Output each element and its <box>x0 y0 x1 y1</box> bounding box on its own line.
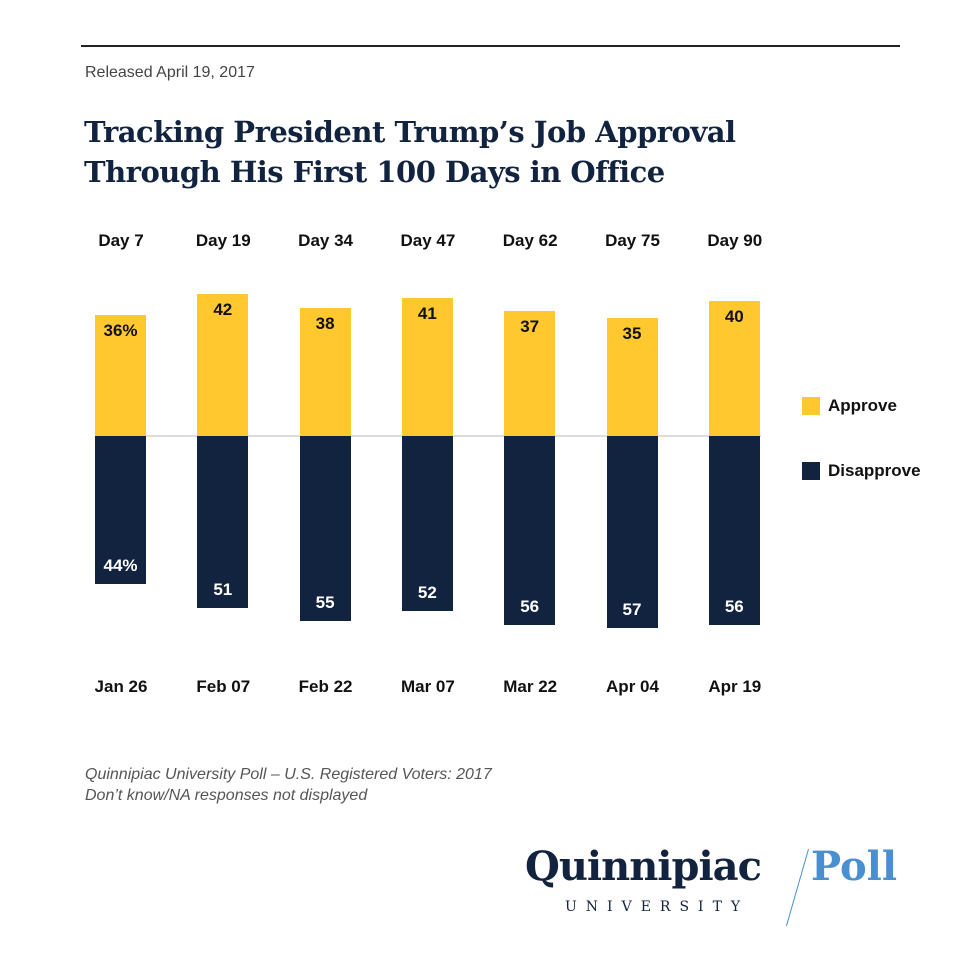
date-label: Feb 22 <box>298 677 353 696</box>
quinnipiac-poll-logo: Quinnipiac UNIVERSITY Poll <box>525 843 905 927</box>
logo-name: Quinnipiac <box>525 843 762 890</box>
disapprove-value-label: 55 <box>315 593 335 613</box>
release-date: Released April 19, 2017 <box>85 64 255 81</box>
disapprove-bar <box>299 436 351 622</box>
approve-bar <box>95 314 146 436</box>
legend-label: Approve <box>828 396 897 415</box>
disapprove-value-label: 44% <box>103 556 138 576</box>
disapprove-bar <box>95 436 146 585</box>
chart: Day 7 Jan 26 36% 44% Day 19 Feb 07 42 51 Day 34 F… <box>94 231 763 696</box>
disapprove-bar <box>401 436 453 612</box>
disapprove-bar <box>197 436 249 608</box>
disapprove-value-label: 52 <box>417 583 437 603</box>
footnote-source: Quinnipiac University Poll – U.S. Regist… <box>85 766 492 783</box>
date-label: Mar 22 <box>503 677 558 696</box>
disapprove-value-label: 57 <box>622 600 642 620</box>
date-label: Feb 07 <box>196 677 251 696</box>
date-label: Apr 19 <box>708 677 762 696</box>
logo-sub: UNIVERSITY <box>565 899 750 915</box>
approve-value-label: 41 <box>417 303 437 323</box>
day-label: Day 62 <box>502 231 558 250</box>
legend-swatch-disapprove <box>802 462 820 480</box>
disapprove-bar <box>504 436 556 625</box>
disapprove-value-label: 56 <box>724 596 744 616</box>
approve-value-label: 36% <box>103 320 138 340</box>
disapprove-bar <box>708 436 760 625</box>
day-label: Day 19 <box>195 231 251 250</box>
approve-value-label: 35 <box>622 324 642 344</box>
legend-approve: Approve <box>802 396 897 416</box>
day-label: Day 47 <box>400 231 456 250</box>
logo-slash <box>785 849 809 927</box>
approve-value-label: 37 <box>520 317 540 337</box>
approve-value-label: 40 <box>724 307 744 327</box>
approve-value-label: 38 <box>315 313 335 333</box>
legend-swatch-approve <box>802 397 820 415</box>
footnote-na: Don’t know/NA responses not displayed <box>85 787 368 804</box>
approve-bar <box>197 294 249 436</box>
approve-bar <box>401 297 453 436</box>
day-label: Day 90 <box>707 231 763 250</box>
day-label: Day 34 <box>298 231 353 250</box>
approve-bar <box>299 307 351 436</box>
day-label: Day 75 <box>605 231 660 250</box>
day-label: Day 7 <box>98 231 144 250</box>
approve-value-label: 42 <box>213 300 233 320</box>
date-label: Apr 04 <box>606 677 659 696</box>
disapprove-value-label: 51 <box>213 579 233 599</box>
approve-bar <box>708 301 760 436</box>
date-label: Jan 26 <box>94 677 148 696</box>
chart-title: Tracking President Trump’s Job Approval … <box>84 115 736 189</box>
logo-poll: Poll <box>811 843 898 890</box>
top-rule <box>81 45 900 47</box>
approve-bar <box>606 318 658 436</box>
disapprove-bar <box>606 436 658 629</box>
legend-disapprove: Disapprove <box>802 461 921 481</box>
approve-bar <box>504 311 556 436</box>
date-label: Mar 07 <box>400 677 455 696</box>
disapprove-value-label: 56 <box>520 596 540 616</box>
legend-label: Disapprove <box>828 461 921 480</box>
